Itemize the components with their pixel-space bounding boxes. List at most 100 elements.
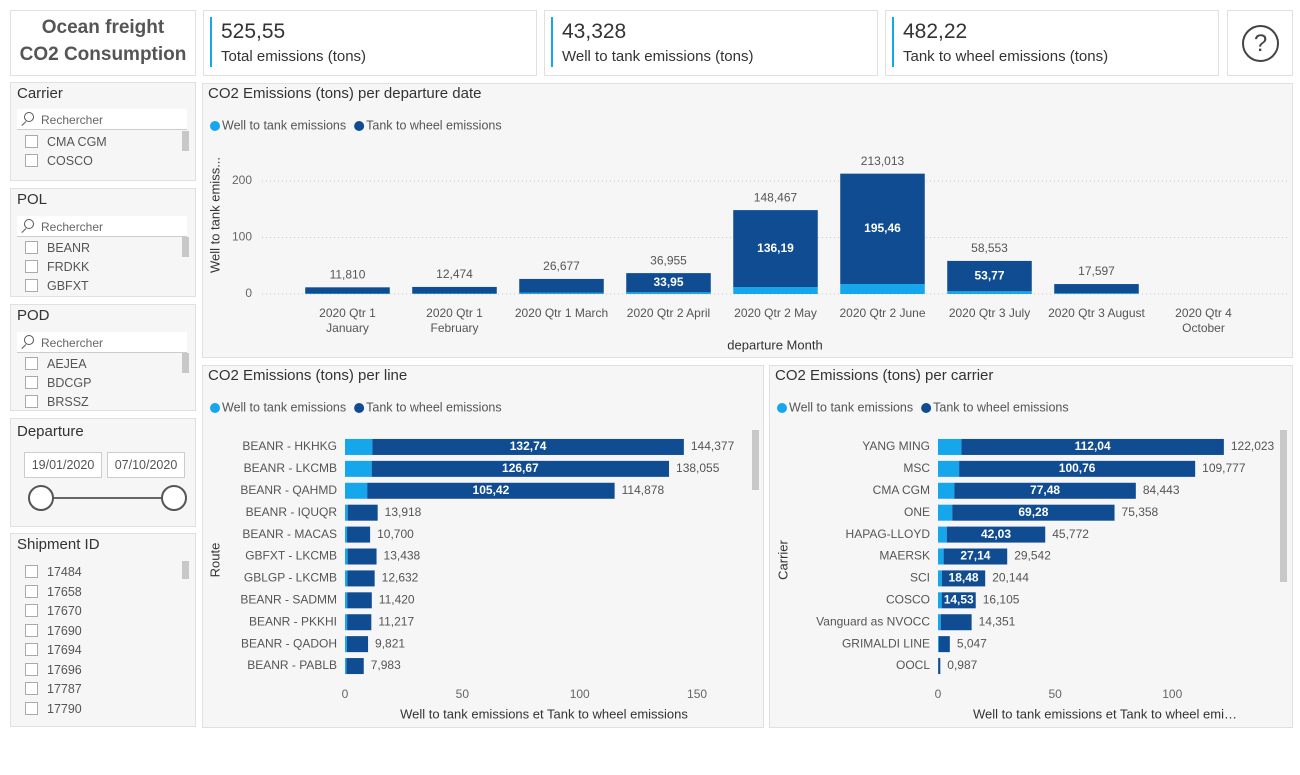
total-label: 13,918 [385, 505, 422, 519]
checkbox[interactable] [25, 395, 38, 408]
scrollbar[interactable] [182, 561, 189, 579]
end-date[interactable]: 07/10/2020 [107, 452, 185, 478]
y-tick-label: OOCL [896, 658, 930, 672]
scrollbar[interactable] [752, 430, 759, 490]
scrollbar[interactable] [182, 353, 189, 373]
start-date[interactable]: 19/01/2020 [24, 452, 102, 478]
total-label: 5,047 [957, 636, 987, 650]
checkbox[interactable] [25, 135, 38, 148]
total-label: 20,144 [992, 571, 1029, 585]
total-label: 12,474 [436, 267, 473, 281]
kpi-card: 525,55 Total emissions (tons) [203, 10, 537, 76]
bar-segment [347, 592, 372, 609]
y-tick-label: 0 [245, 286, 252, 300]
total-label: 16,105 [983, 592, 1020, 606]
y-tick-label: BEANR - IQUQR [246, 505, 338, 519]
help-box[interactable]: ? [1227, 10, 1293, 76]
total-label: 14,351 [979, 614, 1016, 628]
slicer-item[interactable]: GBFXT [25, 279, 89, 293]
value-label: 136,19 [757, 241, 794, 255]
bar-segment [345, 504, 348, 521]
checkbox[interactable] [25, 241, 38, 254]
checkbox[interactable] [25, 279, 38, 292]
checkbox[interactable] [25, 604, 38, 617]
checkbox[interactable] [25, 701, 38, 715]
checkbox[interactable] [25, 682, 38, 695]
bar-segment [952, 504, 1115, 521]
slicer-item[interactable]: BEANR [25, 241, 90, 255]
slider-handle[interactable] [28, 485, 54, 511]
slicer-item[interactable]: AEJEA [25, 357, 87, 371]
bar-segment [941, 570, 986, 587]
search-icon-handle [21, 228, 27, 234]
kpi-value: 525,55 [221, 20, 286, 43]
bar-segment [938, 482, 955, 499]
checkbox[interactable] [25, 376, 38, 389]
value-label: 69,28 [1018, 505, 1048, 519]
x-tick-label: 2020 Qtr 1 January [319, 306, 376, 335]
slicer-item[interactable]: FRDKK [25, 260, 89, 274]
y-axis-title: Well to tank emiss... [207, 157, 222, 273]
value-label: 42,03 [981, 527, 1011, 541]
bar-segment [371, 460, 670, 477]
bar-segment [954, 482, 1136, 499]
checkbox[interactable] [25, 643, 38, 656]
checkbox[interactable] [25, 357, 38, 370]
slicer-item[interactable]: BDCGP [25, 376, 91, 390]
bar-segment [959, 460, 1196, 477]
bar-segment [345, 636, 347, 653]
bar-segment [940, 614, 972, 631]
checkbox[interactable] [25, 584, 38, 598]
item-label: BEANR [47, 241, 91, 255]
checkbox[interactable] [25, 662, 38, 676]
kpi-card: 482,22 Tank to wheel emissions (tons) [885, 10, 1219, 76]
y-tick-label: 200 [232, 173, 252, 187]
value-label: 77,48 [1030, 483, 1060, 497]
bar-segment [345, 570, 348, 587]
bar-segment [938, 460, 960, 477]
search-box[interactable]: Rechercher [17, 332, 187, 353]
legend-marker [210, 121, 220, 131]
bar-segment [345, 614, 348, 631]
item-label: 17658 [47, 584, 82, 599]
slicer-item[interactable]: 17790 [25, 701, 82, 716]
slicer-item[interactable]: CMA CGM [25, 135, 107, 149]
item-label: AEJEA [47, 357, 87, 371]
slicer-item[interactable]: COSCO [25, 154, 93, 168]
x-tick-label: 0 [342, 687, 349, 701]
bar-segment [347, 614, 372, 631]
slicer-item[interactable]: 17694 [25, 643, 82, 657]
scrollbar[interactable] [182, 131, 189, 151]
slicer-item[interactable]: 17484 [25, 565, 82, 579]
shipment-slicer: Shipment ID 17484 17658 17670 17690 17694 176… [10, 533, 196, 727]
checkbox[interactable] [25, 623, 38, 637]
slicer-item[interactable]: 17690 [25, 623, 82, 638]
slicer-title: POD [17, 307, 50, 324]
item-label: 17787 [47, 682, 82, 696]
scrollbar[interactable] [182, 237, 189, 257]
help-icon[interactable]: ? [1242, 25, 1279, 62]
slicer-item[interactable]: 17670 [25, 604, 82, 618]
kpi-value: 482,22 [903, 20, 968, 43]
slicer-item[interactable]: 17696 [25, 662, 82, 677]
checkbox[interactable] [25, 260, 38, 273]
bar-segment [305, 287, 390, 294]
legend-marker [210, 403, 220, 413]
slicer-item[interactable]: 17658 [25, 584, 82, 599]
slicer-item[interactable]: 17787 [25, 682, 82, 696]
slicer-item[interactable]: BRSSZ [25, 395, 89, 409]
total-label: 10,700 [377, 527, 414, 541]
slider-handle[interactable] [161, 485, 187, 511]
checkbox[interactable] [25, 154, 38, 167]
total-label: 17,597 [1078, 264, 1115, 278]
checkbox[interactable] [25, 565, 38, 578]
search-box[interactable]: Rechercher [17, 109, 187, 130]
search-placeholder: Rechercher [41, 113, 104, 127]
bar-segment [1054, 284, 1139, 294]
scrollbar[interactable] [1280, 430, 1287, 582]
search-box[interactable]: Rechercher [17, 216, 187, 237]
bar-segment [941, 592, 976, 609]
chart-panel [202, 365, 764, 728]
total-label: 26,677 [543, 259, 580, 273]
legend-label: Well to tank emissions [222, 118, 346, 132]
